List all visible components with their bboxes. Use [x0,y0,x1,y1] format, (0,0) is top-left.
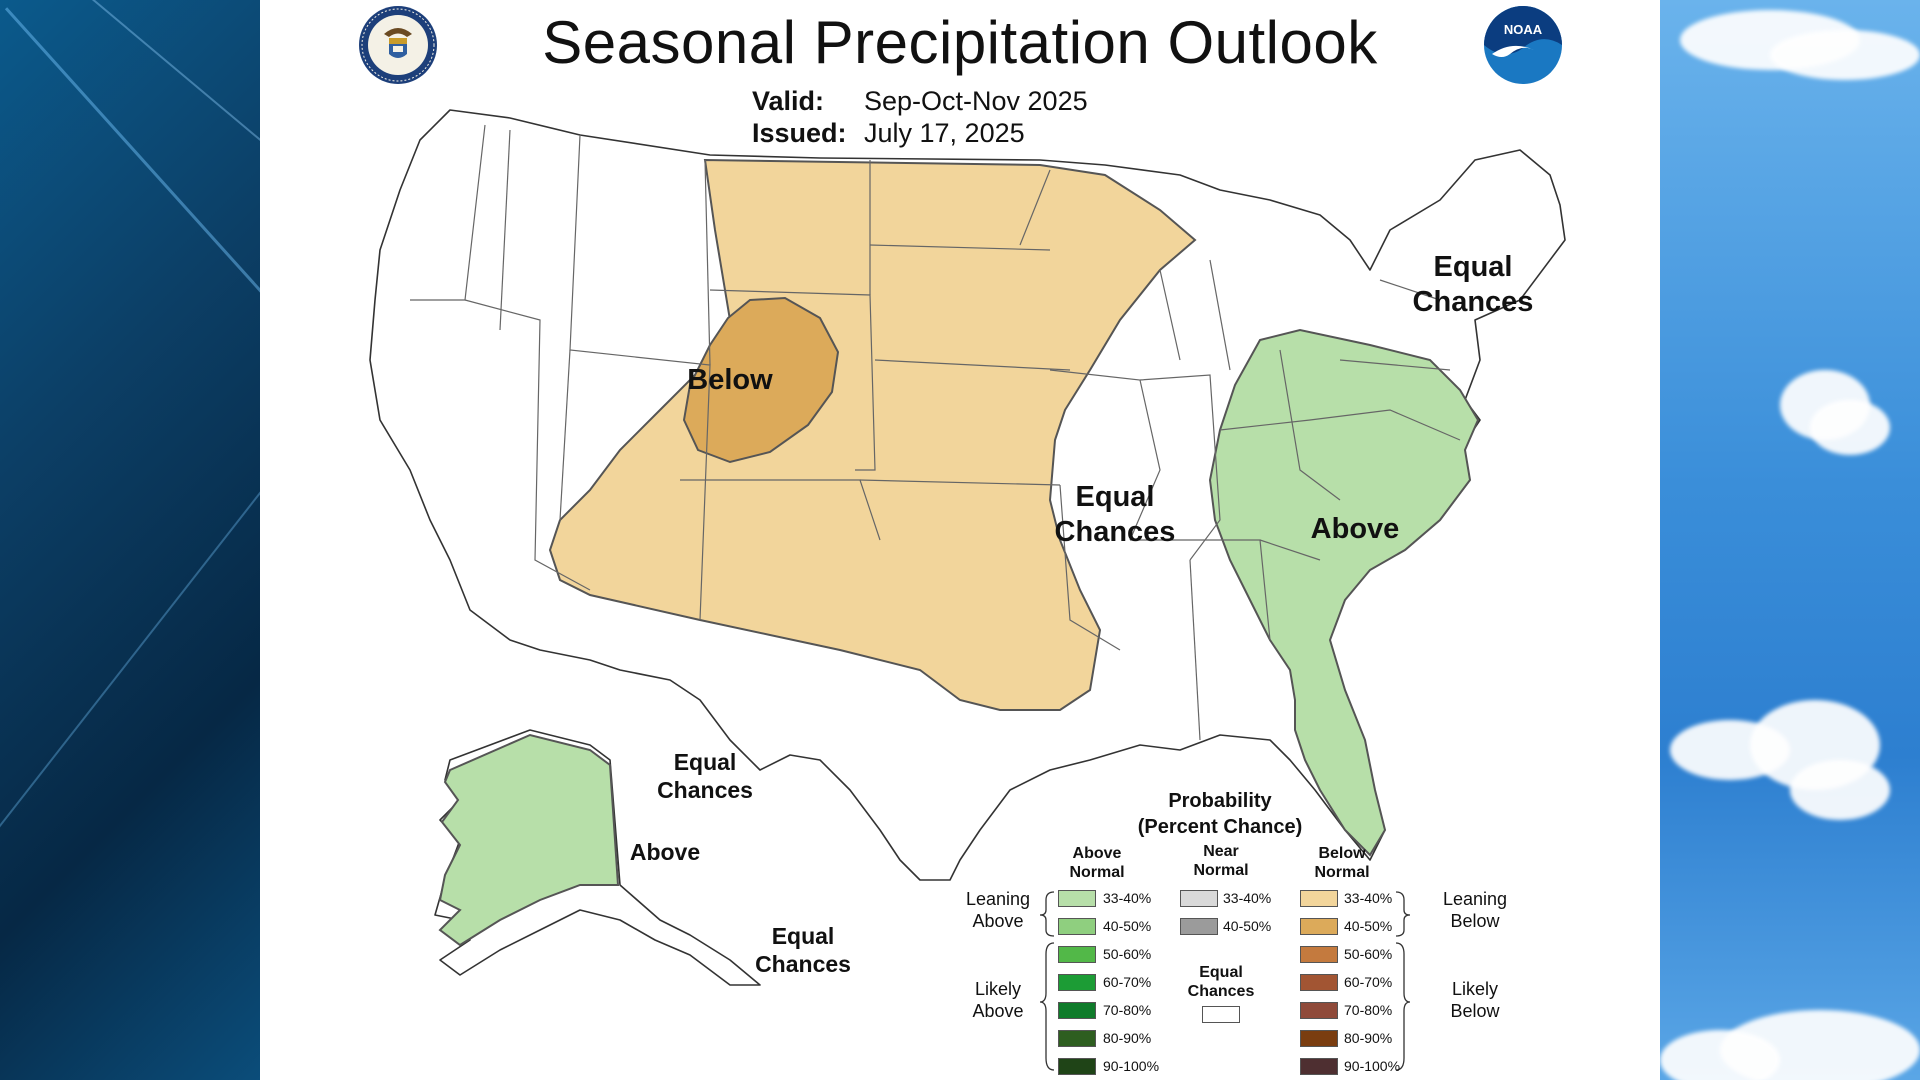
swatch-below-0 [1300,890,1338,907]
legend-equal-chances: Equal Chances [1187,964,1255,1000]
legend-likely-above: Likely Above [972,979,1024,1021]
swatch-equal-chances [1202,1006,1240,1023]
legend-title: Probability (Percent Chance) [1137,790,1303,838]
label-equal-chances-alaska-north: Equal Chances [657,749,753,803]
background-left [0,0,260,1080]
probability-legend: Probability (Percent Chance) Above Norma… [900,788,1660,1078]
label-equal-chances-central: Equal Chances [1054,481,1176,548]
swatch-below-6 [1300,1058,1338,1075]
legend-col-below: Below Normal [1314,845,1370,881]
pct-below-0: 33-40% [1344,890,1393,906]
us-outlook-map [369,109,1566,986]
label-below-core: Below [687,364,773,396]
legend-col-above: Above Normal [1069,845,1125,881]
pct-below-4: 70-80% [1344,1002,1393,1018]
swatch-near-33-40 [1180,890,1218,907]
commerce-seal-icon [359,6,437,84]
issued-value: July 17, 2025 [864,118,1025,148]
swatch-near-40-50 [1180,918,1218,935]
swatch-above-6 [1058,1058,1096,1075]
swatch-above-1 [1058,918,1096,935]
valid-row: Valid: Sep-Oct-Nov 2025 [752,86,1088,117]
pct-above-3: 60-70% [1103,974,1152,990]
label-above-east: Above [1310,513,1400,545]
pct-below-1: 40-50% [1344,918,1393,934]
legend-col-near: Near Normal [1193,843,1249,879]
valid-value: Sep-Oct-Nov 2025 [864,86,1088,116]
pct-above-6: 90-100% [1103,1058,1160,1074]
below-normal-region-33-40 [548,158,1197,711]
swatch-above-2 [1058,946,1096,963]
outlook-map-panel: Seasonal Precipitation Outlook Valid: Sep… [260,0,1660,1080]
label-equal-chances-northeast: Equal Chances [1412,251,1534,318]
pct-below-5: 80-90% [1344,1030,1393,1046]
map-title: Seasonal Precipitation Outlook [542,9,1378,76]
pct-above-1: 40-50% [1103,918,1152,934]
label-above-alaska: Above [629,839,701,865]
noaa-logo-text: NOAA [1504,22,1543,37]
noaa-logo-icon: NOAA [1484,6,1562,84]
pct-below-6: 90-100% [1344,1058,1401,1074]
legend-leaning-below: Leaning Below [1442,889,1508,931]
swatch-above-0 [1058,890,1096,907]
swatch-above-4 [1058,1002,1096,1019]
pct-above-5: 80-90% [1103,1030,1152,1046]
swatch-above-5 [1058,1030,1096,1047]
swatch-below-2 [1300,946,1338,963]
legend-brace-below [1395,891,1411,1071]
pct-below-3: 60-70% [1344,974,1393,990]
issued-row: Issued: July 17, 2025 [752,118,1025,149]
pct-above-0: 33-40% [1103,890,1152,906]
state-boundaries [410,124,1461,741]
pct-near-33-40: 33-40% [1223,890,1272,906]
pct-above-2: 50-60% [1103,946,1152,962]
background-right-sky [1660,0,1920,1080]
pct-near-40-50: 40-50% [1223,918,1272,934]
swatch-above-3 [1058,974,1096,991]
pct-below-2: 50-60% [1344,946,1393,962]
label-equal-chances-alaska-south: Equal Chances [755,923,851,977]
issued-label: Issued: [752,118,847,148]
swatch-below-4 [1300,1002,1338,1019]
legend-likely-below: Likely Below [1450,979,1500,1021]
above-normal-region-east-33-40 [1208,328,1480,857]
swatch-below-1 [1300,918,1338,935]
legend-brace-above [1039,891,1055,1071]
pct-above-4: 70-80% [1103,1002,1152,1018]
above-normal-region-alaska-33-40 [438,733,620,947]
below-normal-core-40-50 [682,296,840,464]
swatch-below-3 [1300,974,1338,991]
swatch-below-5 [1300,1030,1338,1047]
legend-leaning-above: Leaning Above [965,889,1031,931]
valid-label: Valid: [752,86,825,116]
